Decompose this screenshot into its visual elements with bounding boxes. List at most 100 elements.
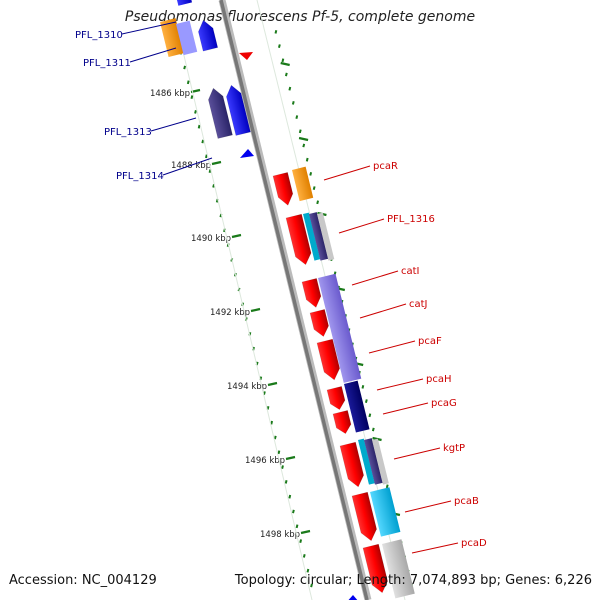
gene-pfl-1313-blue [226, 84, 251, 136]
leader-line [382, 402, 429, 415]
gene-label-pcah: pcaH [426, 374, 452, 385]
minor-tick [312, 186, 316, 190]
gene-pfl-1316-navy [309, 212, 329, 261]
gene-pcar-orange [291, 166, 314, 202]
gene-pfl-1316-gray [316, 212, 335, 261]
leader-line [338, 218, 385, 234]
gene-pcar-red [272, 172, 294, 206]
gene-pcah-dark [344, 380, 370, 433]
gene-label-pfl-1313: PFL_1313 [104, 127, 152, 138]
leader-line [129, 47, 177, 63]
gene-label-pfl-1314: PFL_1314 [116, 171, 164, 182]
minor-tick [385, 484, 389, 489]
major-tick [298, 136, 309, 142]
minor-tick [281, 58, 285, 63]
minor-tick [284, 479, 288, 484]
minor-tick [364, 399, 368, 403]
minor-tick [298, 129, 302, 134]
major-tick [231, 233, 242, 239]
minor-tick [190, 95, 194, 99]
gene-pcar-orange-shape [291, 166, 314, 202]
gene-pfl-1311-orange [160, 18, 185, 57]
track-edge-line [177, 29, 313, 600]
gene-catj-red [309, 309, 329, 337]
minor-tick [299, 539, 303, 543]
minor-tick [277, 450, 281, 455]
minor-tick [288, 86, 292, 91]
gene-pcad-gray [382, 539, 415, 599]
gene-pcar-red-shape [272, 172, 294, 206]
gene-pfl-1310-blue-shape [198, 19, 219, 52]
gene-bottom-blue-arrow [348, 595, 358, 600]
major-tick [250, 307, 261, 313]
gene-pfl-1314-arrow [240, 149, 254, 158]
gene-pcad-gray-shape [382, 539, 415, 599]
minor-tick [368, 413, 372, 418]
gene-kgtp-cyan-shape [358, 438, 375, 485]
gene-kgtp-navy-shape [364, 438, 383, 485]
gene-pcag-red [332, 410, 352, 434]
minor-tick [291, 101, 295, 105]
gene-pfl-1311-lilac [176, 20, 198, 56]
map-title: Pseudomonas fluorescens Pf-5, complete g… [124, 9, 476, 25]
gene-label-cati: catI [401, 266, 420, 277]
minor-tick [295, 115, 299, 119]
kbp-label: 1496 kbp [245, 456, 285, 466]
gene-pcah-red [326, 386, 346, 410]
leader-line [121, 21, 177, 35]
accession-text: Accession: NC_004129 [9, 573, 157, 588]
minor-tick [371, 427, 375, 432]
leader-line [323, 165, 371, 181]
gene-top-blue-shape [176, 0, 192, 6]
minor-tick [197, 124, 201, 129]
gene-label-pcaf: pcaF [418, 336, 442, 347]
backbone-line [219, 0, 369, 600]
kbp-label: 1488 kbp [171, 161, 211, 171]
major-tick [285, 455, 296, 461]
gene-kgtp-gray [372, 438, 389, 485]
minor-tick [306, 568, 310, 573]
gene-pcaf-red-shape [316, 338, 341, 381]
leader-line [393, 447, 441, 460]
minor-tick [292, 509, 295, 514]
minor-tick [273, 435, 277, 440]
kbp-label: 1492 kbp [210, 308, 250, 318]
minor-tick [288, 494, 292, 499]
gene-kgtp-cyan [358, 438, 375, 485]
minor-tick [201, 139, 205, 144]
gene-pcab-red-shape [351, 491, 377, 542]
genome-summary-text: Topology: circular; Length: 7,074,893 bp… [234, 573, 592, 588]
gene-pfl-1316-gray-shape [316, 212, 335, 261]
gene-pfl-1313-navy [208, 87, 233, 139]
leader-line [404, 500, 452, 513]
gene-pcad-red [362, 543, 388, 594]
minor-tick [194, 110, 197, 114]
major-tick [280, 61, 290, 67]
kbp-label: 1490 kbp [191, 234, 231, 244]
gene-pfl-1316-cyan-shape [303, 212, 321, 261]
leader-line [162, 157, 213, 176]
gene-pfl-1316-cyan [303, 212, 321, 261]
leader-line [150, 117, 197, 132]
gene-label-pcad: pcaD [461, 538, 487, 549]
gene-kgtp-red [339, 441, 364, 488]
kbp-label: 1486 kbp [150, 89, 190, 99]
major-tick [267, 381, 278, 387]
gene-kgtp-gray-shape [372, 438, 389, 485]
gene-pfl-1310-blue [198, 19, 219, 52]
gene-pcab-cyan [370, 487, 401, 537]
gene-cati-red [301, 278, 322, 308]
minor-tick [295, 524, 299, 529]
minor-tick [183, 65, 187, 70]
gene-label-pcar: pcaR [373, 161, 398, 172]
gene-label-pfl-1311: PFL_1311 [83, 58, 131, 69]
gene-label-kgtp: kgtP [443, 443, 465, 454]
gene-label-pcag: pcaG [431, 398, 457, 409]
gene-cati-red-shape [301, 278, 322, 308]
gene-label-pfl-1316: PFL_1316 [387, 214, 435, 225]
gene-pfl-1316-red-shape [285, 213, 312, 266]
minor-tick [278, 44, 281, 48]
kbp-label: 1498 kbp [260, 530, 300, 540]
minor-tick [274, 30, 278, 34]
